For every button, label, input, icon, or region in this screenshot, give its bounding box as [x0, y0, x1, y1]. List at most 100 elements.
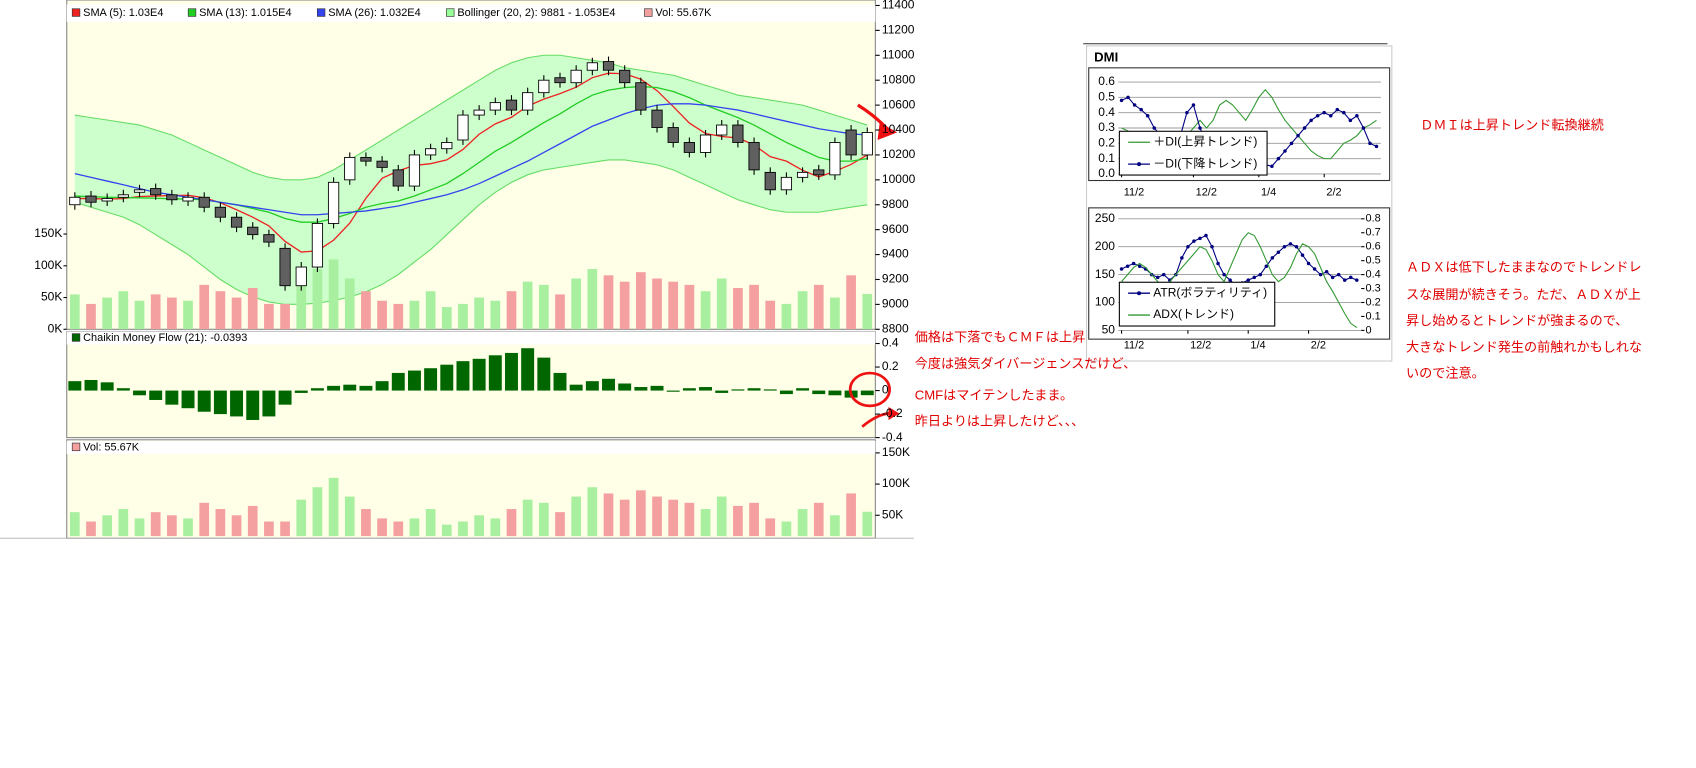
cmf-bar	[505, 352, 518, 391]
circle-mark	[848, 371, 891, 408]
annotation: 昇し始めるとトレンドが強まるので、	[1406, 313, 1628, 328]
volume-bar	[280, 521, 290, 537]
volume-bar	[846, 275, 856, 330]
y-tick-label: 0.1	[1098, 151, 1115, 165]
y-tick-label: 9000	[882, 297, 909, 311]
volume-bar	[522, 281, 533, 330]
volume-bar	[765, 518, 776, 537]
legend-label: SMA (26): 1.032E4	[328, 7, 420, 19]
cmf-plot	[68, 348, 874, 420]
cmf-bar	[715, 390, 729, 393]
volume-header	[66, 440, 876, 455]
legend-box	[1118, 130, 1268, 176]
series-marker	[1288, 242, 1293, 246]
volume-bar	[231, 515, 242, 537]
series-marker	[1315, 113, 1320, 118]
volume-bar	[118, 509, 129, 537]
y-tick-label: 11200	[882, 23, 915, 37]
legend-swatch	[316, 8, 326, 17]
series-marker	[1131, 261, 1136, 266]
cmf-bar	[100, 382, 114, 391]
cmf-bar	[472, 358, 486, 391]
y-tick-label: 50K	[882, 507, 903, 521]
legend-label: ATR(ボラティリティ)	[1153, 285, 1267, 299]
candle-body	[602, 61, 615, 71]
annotation: スな展開が続きそう。ただ、ＡＤＸが上	[1406, 287, 1641, 302]
cmf-bar	[230, 390, 244, 417]
volume-bar	[652, 496, 662, 537]
y-tick-label: 9400	[882, 247, 909, 261]
y-tick-label: 11400	[882, 0, 915, 12]
candle-body	[327, 181, 340, 224]
annotation: 今度は強気ダイバージェンスだけど、	[915, 356, 1136, 371]
volume-bar	[344, 278, 355, 330]
series-marker	[1252, 275, 1257, 280]
y2-tick-label: 100K	[34, 258, 62, 272]
candle-body	[133, 189, 146, 193]
dmi-plot: 0.00.1 0.20.30.40.5 0.6 11/2 12/2 1/4 2/2 ＋DI(上…	[1098, 74, 1381, 198]
cmf-bar	[68, 381, 82, 391]
series-marker	[1192, 239, 1196, 243]
volume-bar	[86, 303, 96, 330]
candle-body	[279, 247, 291, 287]
series-marker	[1349, 275, 1353, 280]
legend-band	[66, 4, 876, 22]
volume-bar	[733, 288, 743, 330]
candle-body	[764, 171, 776, 191]
volume-bar	[458, 521, 468, 537]
series-marker	[1204, 233, 1208, 238]
volume-bar	[765, 300, 776, 330]
series-marker	[1282, 244, 1287, 249]
series-marker	[1368, 141, 1372, 146]
candle-body	[683, 142, 695, 153]
candle-body	[311, 222, 324, 268]
volume-bar	[652, 278, 662, 330]
x-tick-label: 2/2	[1311, 340, 1326, 352]
volume-bar	[280, 303, 290, 330]
volume-bar	[716, 496, 727, 537]
candle-body	[101, 198, 113, 202]
volume-bar	[830, 297, 840, 330]
candle-body	[522, 92, 534, 111]
volume-bar	[636, 490, 646, 537]
volume-bar	[183, 300, 193, 330]
volume-bar	[862, 511, 873, 537]
candle-body	[570, 69, 582, 84]
y-tick-label: 10000	[882, 172, 916, 186]
cmf-bar	[860, 390, 874, 396]
volume-bar	[264, 521, 274, 537]
volume-bar	[425, 509, 436, 537]
volume-bar	[506, 509, 517, 537]
volume-bar	[393, 303, 404, 330]
cmf-bar	[796, 388, 810, 391]
cmf-bar	[294, 390, 308, 393]
candle-body	[473, 109, 485, 116]
candle-body	[699, 134, 712, 153]
series-marker	[1330, 275, 1335, 280]
cmf-bar	[456, 361, 470, 391]
volume-bar	[555, 512, 565, 537]
candle-body	[796, 171, 809, 178]
legend-label: ＋DI(上昇トレンド)	[1153, 134, 1257, 148]
series-marker	[1300, 253, 1305, 257]
panel-title: Chaikin Money Flow (21): -0.0393	[83, 332, 247, 344]
y-tick-label: 9800	[882, 197, 909, 211]
volume-bar	[86, 521, 96, 537]
candle-body	[360, 156, 372, 162]
volume-bar	[619, 281, 630, 330]
volume-bar	[409, 518, 420, 537]
y2-tick-label: 0.6	[1366, 241, 1381, 253]
y-tick-label: 100	[1095, 295, 1115, 309]
volume-bar	[813, 502, 824, 537]
y-tick-label: 9200	[882, 272, 909, 286]
candle-body	[716, 124, 728, 136]
volume-bar	[571, 496, 582, 537]
volume-bar	[231, 297, 242, 330]
series-marker	[1309, 118, 1313, 123]
y-tick-label: 0.2	[1098, 135, 1115, 149]
y-tick-label: 150	[1095, 267, 1115, 281]
volume-bar	[733, 505, 743, 537]
series-marker	[1324, 270, 1329, 274]
cmf-bar	[779, 390, 793, 395]
